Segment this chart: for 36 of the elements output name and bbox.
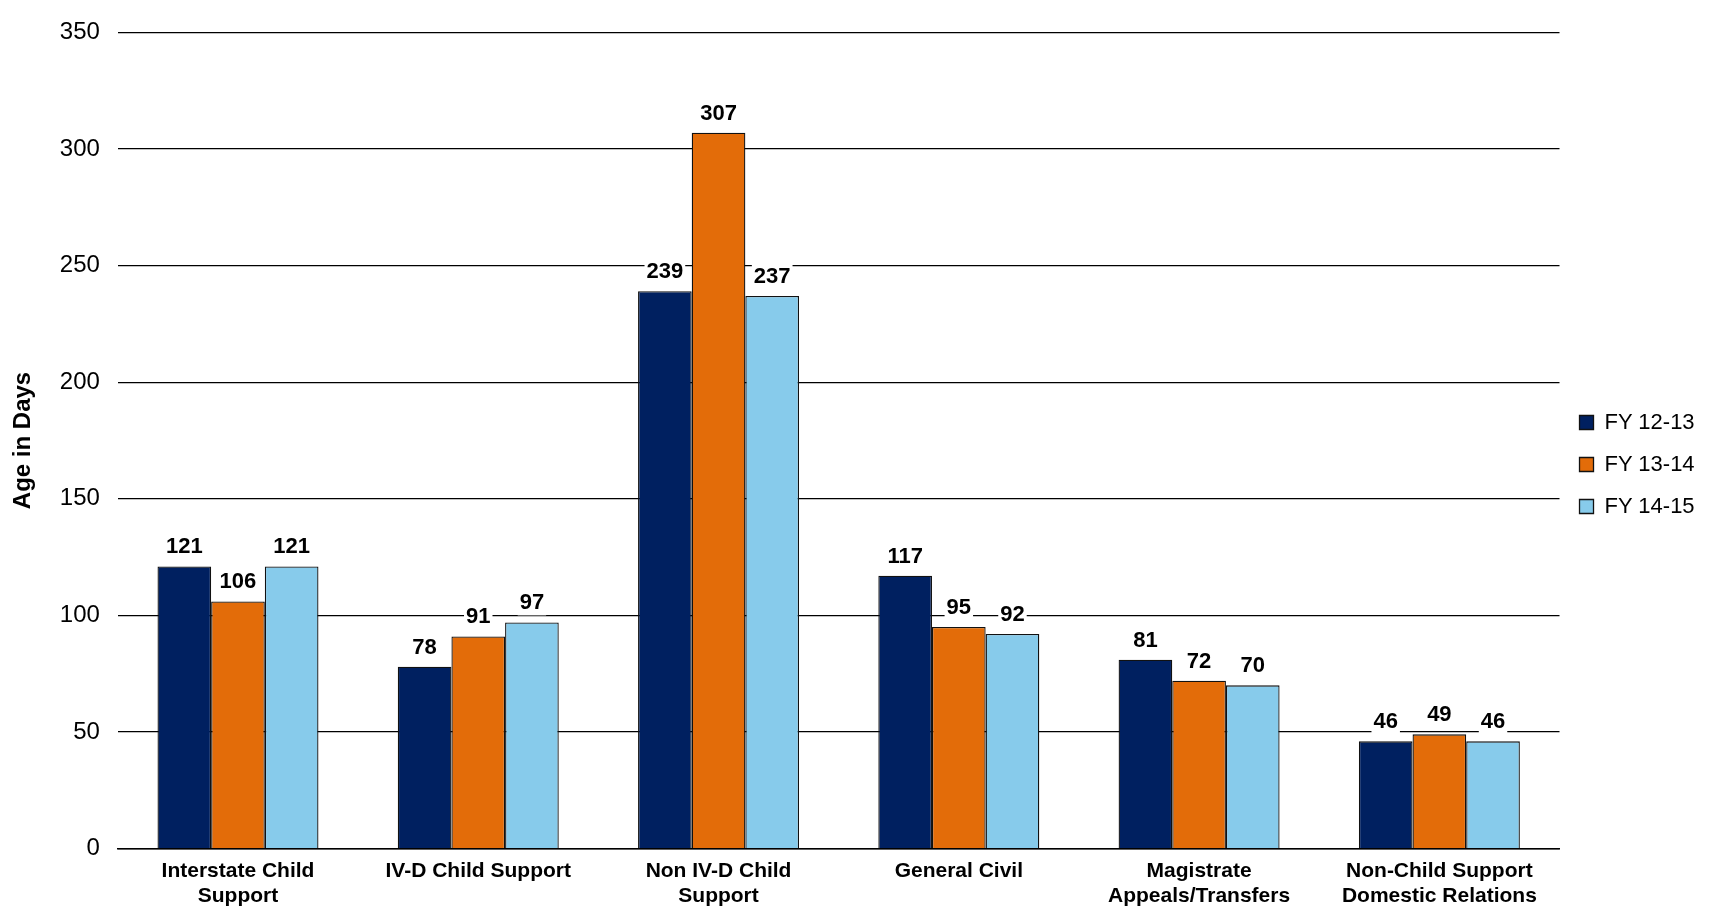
y-tick-label: 100 <box>59 600 100 628</box>
data-label: 70 <box>1240 652 1265 678</box>
y-tick-label: 350 <box>59 17 100 45</box>
legend-label: FY 13-14 <box>1604 450 1695 476</box>
y-tick-label: 0 <box>86 833 100 861</box>
x-tick-label: General Civil <box>894 858 1024 881</box>
y-tick-label: 150 <box>59 483 100 511</box>
data-label: 49 <box>1427 701 1452 727</box>
x-tick-label: Non-Child Support Domestic Relations <box>1341 858 1537 907</box>
y-tick-label: 200 <box>59 366 100 394</box>
x-tick-label: IV-D Child Support <box>385 858 572 881</box>
data-label: 97 <box>519 589 545 615</box>
data-label: 46 <box>1373 708 1398 734</box>
y-tick-label: 50 <box>73 716 100 744</box>
data-label: 72 <box>1186 647 1212 673</box>
data-label: 307 <box>700 99 737 125</box>
data-label: 121 <box>165 533 203 559</box>
data-label: 121 <box>273 533 310 559</box>
data-label: 117 <box>887 542 923 568</box>
data-label: 239 <box>646 258 684 284</box>
data-label: 237 <box>753 262 791 288</box>
x-tick-label: Non IV-D Child Support <box>645 858 792 907</box>
data-label: 78 <box>412 633 437 659</box>
legend-label: FY 14-15 <box>1604 492 1695 518</box>
legend-label: FY 12-13 <box>1604 408 1695 434</box>
data-label: 95 <box>946 594 972 620</box>
data-label: 92 <box>1000 601 1025 627</box>
data-label: 91 <box>466 603 491 629</box>
y-tick-label: 250 <box>59 250 100 278</box>
y-tick-label: 300 <box>59 133 100 161</box>
data-label: 106 <box>219 568 257 594</box>
x-tick-label: Magistrate Appeals/Transfers <box>1108 858 1291 907</box>
x-tick-label: Interstate Child Support <box>161 858 315 907</box>
y-axis-title: Age in Days <box>8 371 36 510</box>
data-label: 46 <box>1480 708 1506 734</box>
data-label: 81 <box>1133 626 1158 652</box>
